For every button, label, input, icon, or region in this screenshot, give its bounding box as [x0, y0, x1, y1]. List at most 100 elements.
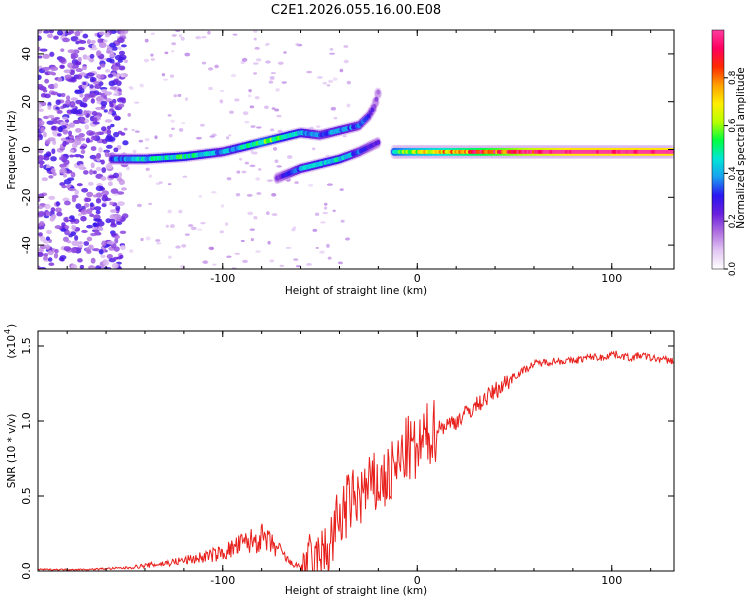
- heatmap-cell: [38, 35, 42, 42]
- heatmap-cell: [145, 167, 150, 171]
- heatmap-cell: [121, 213, 129, 219]
- heatmap-cell: [111, 262, 119, 269]
- heatmap-cell: [42, 131, 47, 138]
- heatmap-cell: [255, 250, 261, 253]
- heatmap-cell: [225, 222, 229, 226]
- snr-multiplier: (x10 4 ): [3, 324, 18, 359]
- heatmap-cell: [47, 114, 55, 119]
- heatmap-cell: [244, 161, 249, 165]
- heatmap-cell: [113, 246, 120, 252]
- heatmap-cell: [89, 202, 94, 208]
- heatmap-cell: [110, 223, 117, 228]
- heatmap-cell: [329, 48, 334, 51]
- heatmap-cell: [62, 197, 70, 202]
- y-tick-label: 0.5: [20, 487, 33, 505]
- heatmap-cell: [175, 245, 181, 249]
- heatmap-cell: [246, 194, 253, 197]
- heatmap-cell: [184, 97, 189, 101]
- heatmap-cell: [338, 261, 343, 265]
- heatmap-cell: [345, 237, 351, 241]
- heatmap-cell: [80, 209, 88, 215]
- heatmap-cell: [66, 139, 75, 144]
- heatmap-cell: [97, 66, 102, 70]
- spectrogram-heatmap: [38, 30, 674, 269]
- heatmap-cell: [89, 131, 96, 136]
- heatmap-cell: [226, 136, 230, 140]
- heatmap-cell: [197, 228, 203, 231]
- heatmap-cell: [47, 71, 56, 75]
- heatmap-cell: [343, 59, 349, 64]
- heatmap-cell: [38, 136, 41, 141]
- heatmap-cell: [95, 95, 104, 102]
- heatmap-cell: [201, 61, 207, 65]
- heatmap-cell: [120, 74, 125, 78]
- heatmap-cell: [49, 51, 55, 57]
- heatmap-cell: [103, 260, 110, 266]
- heatmap-cell: [294, 181, 299, 184]
- heatmap-cell: [315, 125, 321, 128]
- heatmap-cell: [315, 246, 319, 249]
- heatmap-cell: [326, 243, 330, 248]
- heatmap-cell: [92, 170, 97, 175]
- heatmap-cell: [51, 125, 57, 131]
- y-tick-label: 40: [20, 47, 33, 61]
- heatmap-cell: [62, 236, 69, 242]
- heatmap-cell: [55, 99, 61, 106]
- heatmap-cell: [102, 194, 108, 199]
- heatmap-cell: [82, 81, 87, 86]
- heatmap-cell: [95, 166, 102, 172]
- heatmap-cell: [38, 251, 44, 257]
- heatmap-cell: [148, 202, 153, 206]
- heatmap-cell: [312, 228, 318, 232]
- heatmap-cell: [71, 247, 77, 254]
- heatmap-cell: [66, 95, 71, 101]
- heatmap-cell: [342, 135, 347, 138]
- heatmap-cell: [65, 31, 72, 36]
- heatmap-cell: [148, 174, 153, 178]
- heatmap-cell: [109, 42, 116, 48]
- heatmap-cell: [56, 30, 63, 36]
- heatmap-cell: [68, 130, 73, 136]
- heatmap-cell: [67, 49, 75, 54]
- heatmap-cell: [57, 110, 63, 114]
- heatmap-cell: [171, 50, 175, 53]
- heatmap-cell: [50, 168, 56, 174]
- heatmap-cell: [267, 240, 271, 245]
- heatmap-cell: [99, 63, 106, 68]
- heatmap-cell: [295, 43, 300, 46]
- heatmap-cell: [113, 147, 119, 153]
- heatmap-cell: [287, 155, 293, 159]
- heatmap-cell: [322, 81, 328, 85]
- heatmap-cell: [105, 119, 112, 123]
- heatmap-cell: [111, 233, 117, 237]
- heatmap-cell: [52, 118, 58, 125]
- heatmap-cell: [249, 164, 256, 168]
- heatmap-cell: [326, 183, 333, 186]
- heatmap-cell: [100, 105, 105, 110]
- heatmap-cell: [81, 229, 88, 233]
- x-tick-label: 0: [414, 272, 421, 285]
- x-tick-label: -100: [210, 574, 235, 587]
- heatmap-cell: [87, 181, 94, 186]
- heatmap-cell: [170, 127, 175, 130]
- heatmap-cell: [252, 62, 259, 65]
- heatmap-cell: [333, 116, 338, 120]
- heatmap-cell: [57, 77, 63, 83]
- heatmap-cell: [95, 106, 103, 110]
- heatmap-cell: [38, 120, 45, 126]
- heatmap-cell: [86, 224, 94, 229]
- heatmap-cell: [201, 36, 207, 39]
- heatmap-cell: [85, 137, 91, 144]
- heatmap-cell: [77, 258, 83, 263]
- heatmap-cell: [145, 236, 151, 241]
- heatmap-cell: [82, 33, 89, 39]
- heatmap-cell: [332, 77, 338, 81]
- heatmap-cell: [116, 256, 123, 260]
- heatmap-cell: [73, 109, 81, 115]
- heatmap-cell: [60, 228, 67, 232]
- heatmap-cell: [255, 58, 262, 62]
- heatmap-cell: [104, 91, 112, 96]
- heatmap-cell: [250, 125, 256, 128]
- heatmap-cell: [71, 240, 80, 247]
- heatmap-cell: [121, 44, 127, 48]
